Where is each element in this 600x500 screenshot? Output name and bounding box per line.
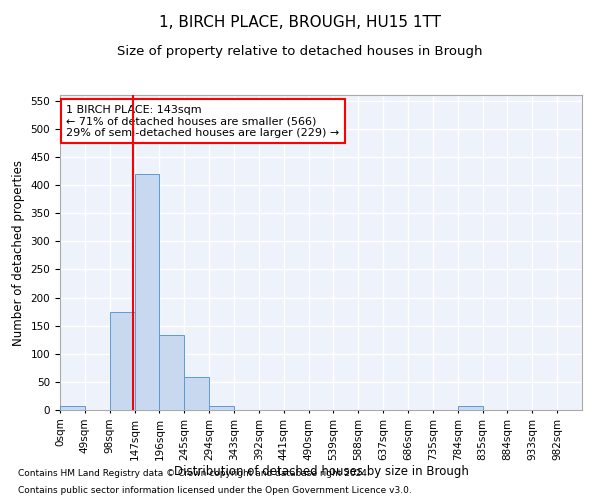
Text: 1 BIRCH PLACE: 143sqm
← 71% of detached houses are smaller (566)
29% of semi-det: 1 BIRCH PLACE: 143sqm ← 71% of detached … <box>66 104 340 138</box>
Bar <box>184 378 209 410</box>
Text: Size of property relative to detached houses in Brough: Size of property relative to detached ho… <box>117 45 483 58</box>
X-axis label: Distribution of detached houses by size in Brough: Distribution of detached houses by size … <box>173 466 469 478</box>
Text: Contains public sector information licensed under the Open Government Licence v3: Contains public sector information licen… <box>18 486 412 495</box>
Bar <box>160 335 184 410</box>
Y-axis label: Number of detached properties: Number of detached properties <box>12 160 25 346</box>
Bar <box>110 312 134 410</box>
Text: Contains HM Land Registry data © Crown copyright and database right 2024.: Contains HM Land Registry data © Crown c… <box>18 468 370 477</box>
Bar <box>209 406 234 410</box>
Text: 1, BIRCH PLACE, BROUGH, HU15 1TT: 1, BIRCH PLACE, BROUGH, HU15 1TT <box>159 15 441 30</box>
Bar <box>60 406 85 410</box>
Bar <box>134 174 160 410</box>
Bar <box>458 406 482 410</box>
